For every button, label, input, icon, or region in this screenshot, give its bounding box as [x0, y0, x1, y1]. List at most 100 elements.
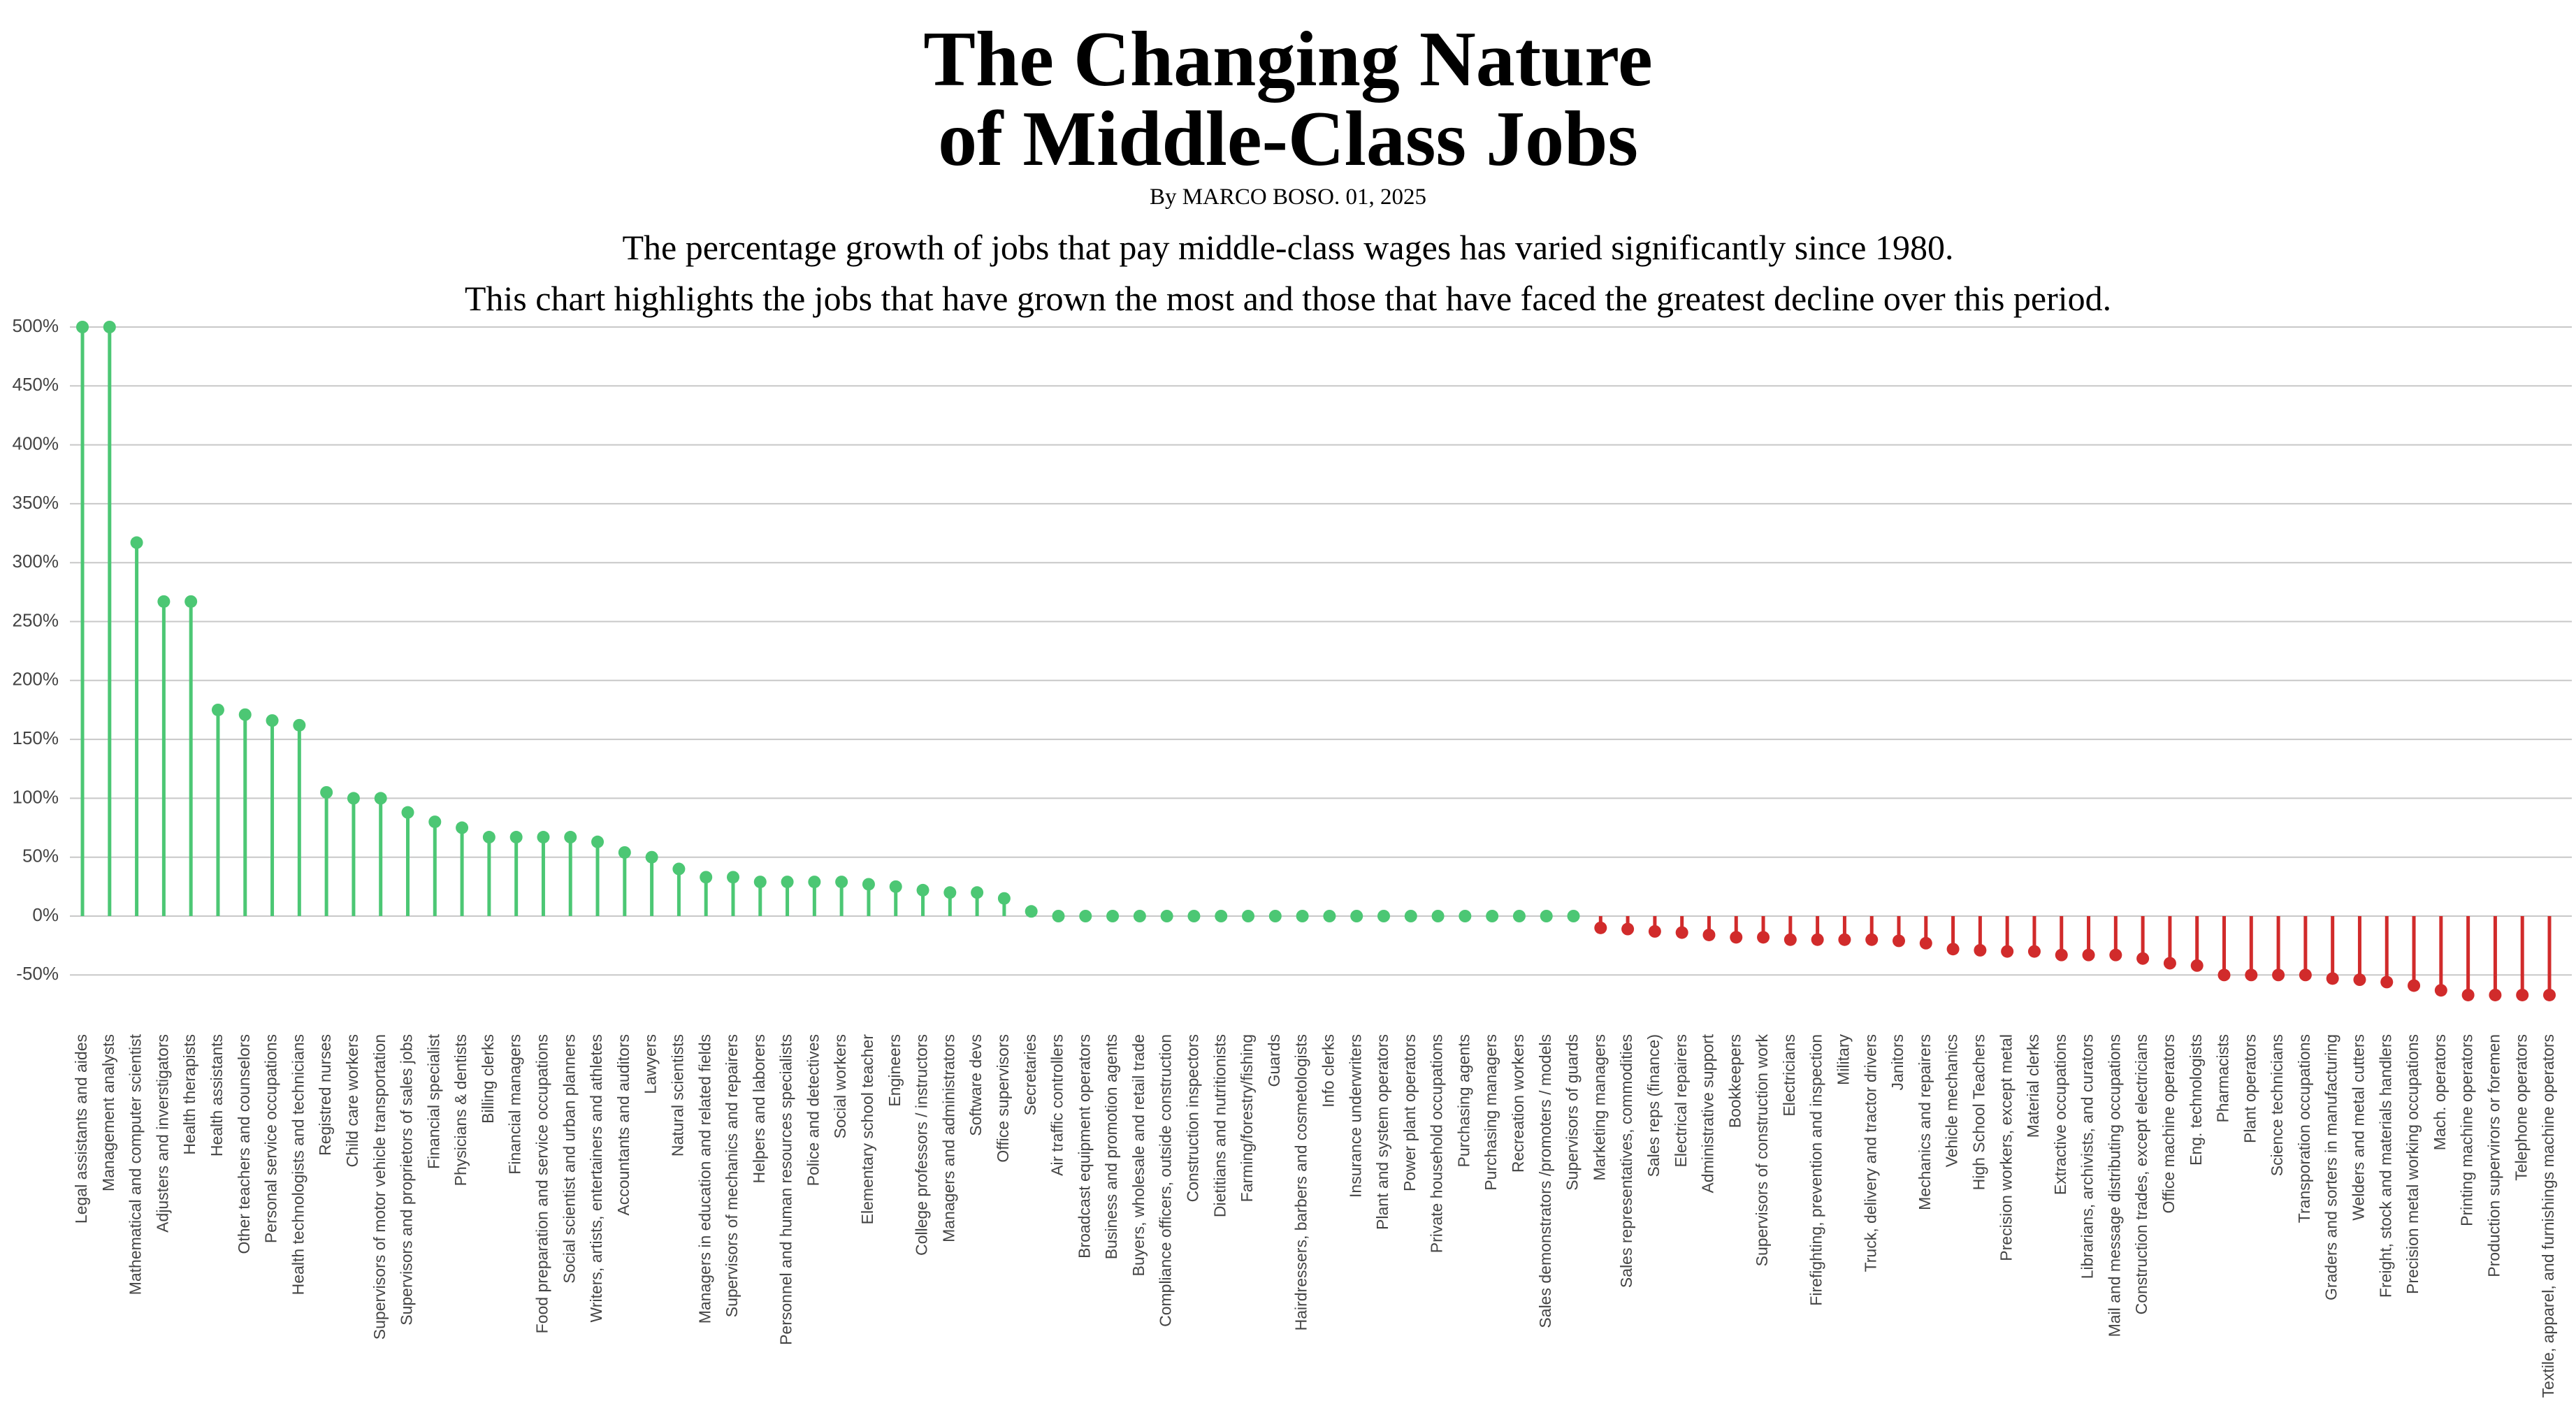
lollipop-dot — [1730, 931, 1743, 944]
x-tick-label: Child care workers — [343, 1034, 361, 1167]
lollipop-dot — [320, 785, 333, 799]
x-tick-label: Librarians, archivists, and curators — [2078, 1034, 2097, 1279]
x-tick-label: Info clerks — [1319, 1034, 1337, 1108]
lollipop-dot — [2272, 968, 2285, 982]
x-tick-label: Marketing managers — [1590, 1034, 1608, 1181]
y-tick-label: 250% — [13, 609, 59, 630]
x-tick-label: Personal service occupations — [262, 1034, 280, 1243]
lollipop-dot — [1702, 928, 1716, 941]
lollipop-dot — [2434, 984, 2447, 997]
x-tick-label: Plant operators — [2241, 1034, 2259, 1143]
x-tick-label: Broadcast equipment operators — [1075, 1034, 1093, 1258]
lollipop-dot — [1350, 910, 1363, 922]
lollipop-dot — [618, 846, 631, 859]
x-tick-label: Telephone operators — [2512, 1034, 2530, 1181]
x-tick-label: High School Teachers — [1969, 1034, 1988, 1190]
lollipop-dot — [1757, 931, 1770, 944]
x-tick-label: Management analysts — [99, 1034, 117, 1191]
lollipop-dot — [456, 821, 469, 834]
x-tick-label: Other teachers and counselors — [235, 1034, 253, 1254]
lollipop-dot — [1215, 910, 1228, 922]
x-tick-label: Electricians — [1780, 1034, 1798, 1117]
x-tick-label: Textile, apparel, and furnishings machin… — [2539, 1034, 2557, 1398]
x-tick-label: Health therapists — [180, 1034, 198, 1155]
x-tick-label: Mathematical and computer scientist — [126, 1033, 145, 1295]
x-tick-label: Billing clerks — [479, 1034, 497, 1124]
lollipop-dot — [2217, 968, 2231, 982]
x-tick-label: Sales demonstrators /promoters / models — [1536, 1034, 1554, 1328]
lollipop-dot — [1974, 943, 1987, 957]
x-tick-label: Elementary school teacher — [858, 1034, 876, 1225]
lollipop-dot — [2326, 972, 2339, 985]
lollipop-dot — [1811, 933, 1824, 946]
x-tick-label: Engineers — [885, 1034, 904, 1107]
subtitle: The percentage growth of jobs that pay m… — [0, 222, 2576, 324]
lollipop-dot — [645, 850, 658, 864]
x-tick-label: Helpers and laborers — [750, 1034, 768, 1184]
x-tick-label: Military — [1835, 1034, 1853, 1085]
x-tick-label: Compliance officers, outside constructio… — [1157, 1034, 1175, 1327]
x-tick-label: Accountants and auditors — [614, 1034, 632, 1216]
x-tick-label: Welders and metal cutters — [2350, 1034, 2368, 1221]
lollipop-dot — [103, 321, 116, 333]
lollipop-dot — [700, 871, 713, 884]
lollipop-dot — [1893, 934, 1906, 948]
x-tick-label: Dietitians and nutritionists — [1210, 1034, 1229, 1217]
lollipop-dot — [2082, 948, 2095, 962]
x-tick-label: Supervisors of guards — [1563, 1034, 1582, 1191]
lollipop-dot — [347, 792, 360, 805]
lollipop-dot — [1486, 910, 1499, 922]
lollipop-dot — [1052, 910, 1065, 922]
x-tick-label: Extractive occupations — [2051, 1034, 2069, 1195]
lollipop-dot — [1512, 910, 1526, 922]
x-tick-label: Supervisors and proprietors of sales job… — [398, 1034, 416, 1326]
y-tick-label: 100% — [13, 786, 59, 807]
x-tick-label: Firefighting, prevention and inspection — [1807, 1034, 1825, 1306]
lollipop-dot — [916, 883, 929, 897]
lollipop-dot — [428, 815, 442, 829]
lollipop-dot — [2136, 952, 2150, 965]
x-tick-label: Hairdressers, barbers and cosmetologists — [1292, 1034, 1310, 1330]
lollipop-dot — [1404, 910, 1417, 922]
lollipop-dot — [211, 703, 224, 716]
x-tick-label: Printing machine operators — [2458, 1034, 2476, 1226]
lollipop-dot — [2380, 975, 2394, 989]
lollipop-dot — [537, 831, 550, 844]
lollipop-dot — [943, 886, 957, 899]
x-tick-label: Mach. operators — [2431, 1034, 2449, 1150]
lollipop-dot — [130, 536, 143, 549]
lollipop-dot — [889, 880, 902, 893]
x-tick-label: Mail and message distributing occupation… — [2105, 1034, 2123, 1337]
x-tick-label: Health assistants — [208, 1034, 226, 1156]
lollipop-dot — [2461, 988, 2475, 1001]
x-tick-label: Legal assistants and aides — [72, 1034, 90, 1224]
y-tick-label: 50% — [22, 846, 59, 866]
lollipop-dot — [808, 876, 821, 889]
x-tick-label: Insurance underwriters — [1346, 1034, 1364, 1198]
lollipop-dot — [1242, 910, 1255, 922]
title-line: The Changing Nature — [923, 16, 1653, 103]
x-tick-label: Managers and administrators — [939, 1034, 957, 1242]
x-tick-label: Pharmacists — [2214, 1034, 2232, 1123]
x-tick-label: Administrative support — [1699, 1033, 1717, 1193]
y-tick-label: 500% — [13, 315, 59, 336]
lollipop-dot — [1865, 933, 1879, 946]
x-tick-label: Health technologists and technicians — [289, 1034, 307, 1295]
x-tick-label: Registred nurses — [316, 1034, 334, 1156]
x-tick-label: Food preparation and service occupations — [533, 1034, 551, 1333]
lollipop-dot — [184, 595, 198, 608]
lollipop-dot — [862, 878, 875, 891]
y-tick-label: 150% — [13, 727, 59, 748]
lollipop-dot — [266, 714, 279, 727]
x-tick-label: Transporation occupations — [2295, 1034, 2313, 1223]
x-tick-label: Farming/forestry/fishing — [1238, 1034, 1256, 1202]
lollipop-dot — [753, 876, 767, 889]
lollipop-dot — [1621, 922, 1635, 936]
x-tick-label: Buyers, wholesale and retail trade — [1129, 1034, 1148, 1276]
x-tick-label: Social scientist and urban planners — [560, 1034, 578, 1284]
lollipop-dot — [374, 792, 387, 805]
x-tick-label: Recreation workers — [1509, 1034, 1527, 1173]
x-tick-label: Power plant operators — [1401, 1034, 1419, 1191]
lollipop-dot — [2516, 988, 2529, 1001]
x-tick-label: Personnel and human resources specialist… — [777, 1034, 795, 1345]
